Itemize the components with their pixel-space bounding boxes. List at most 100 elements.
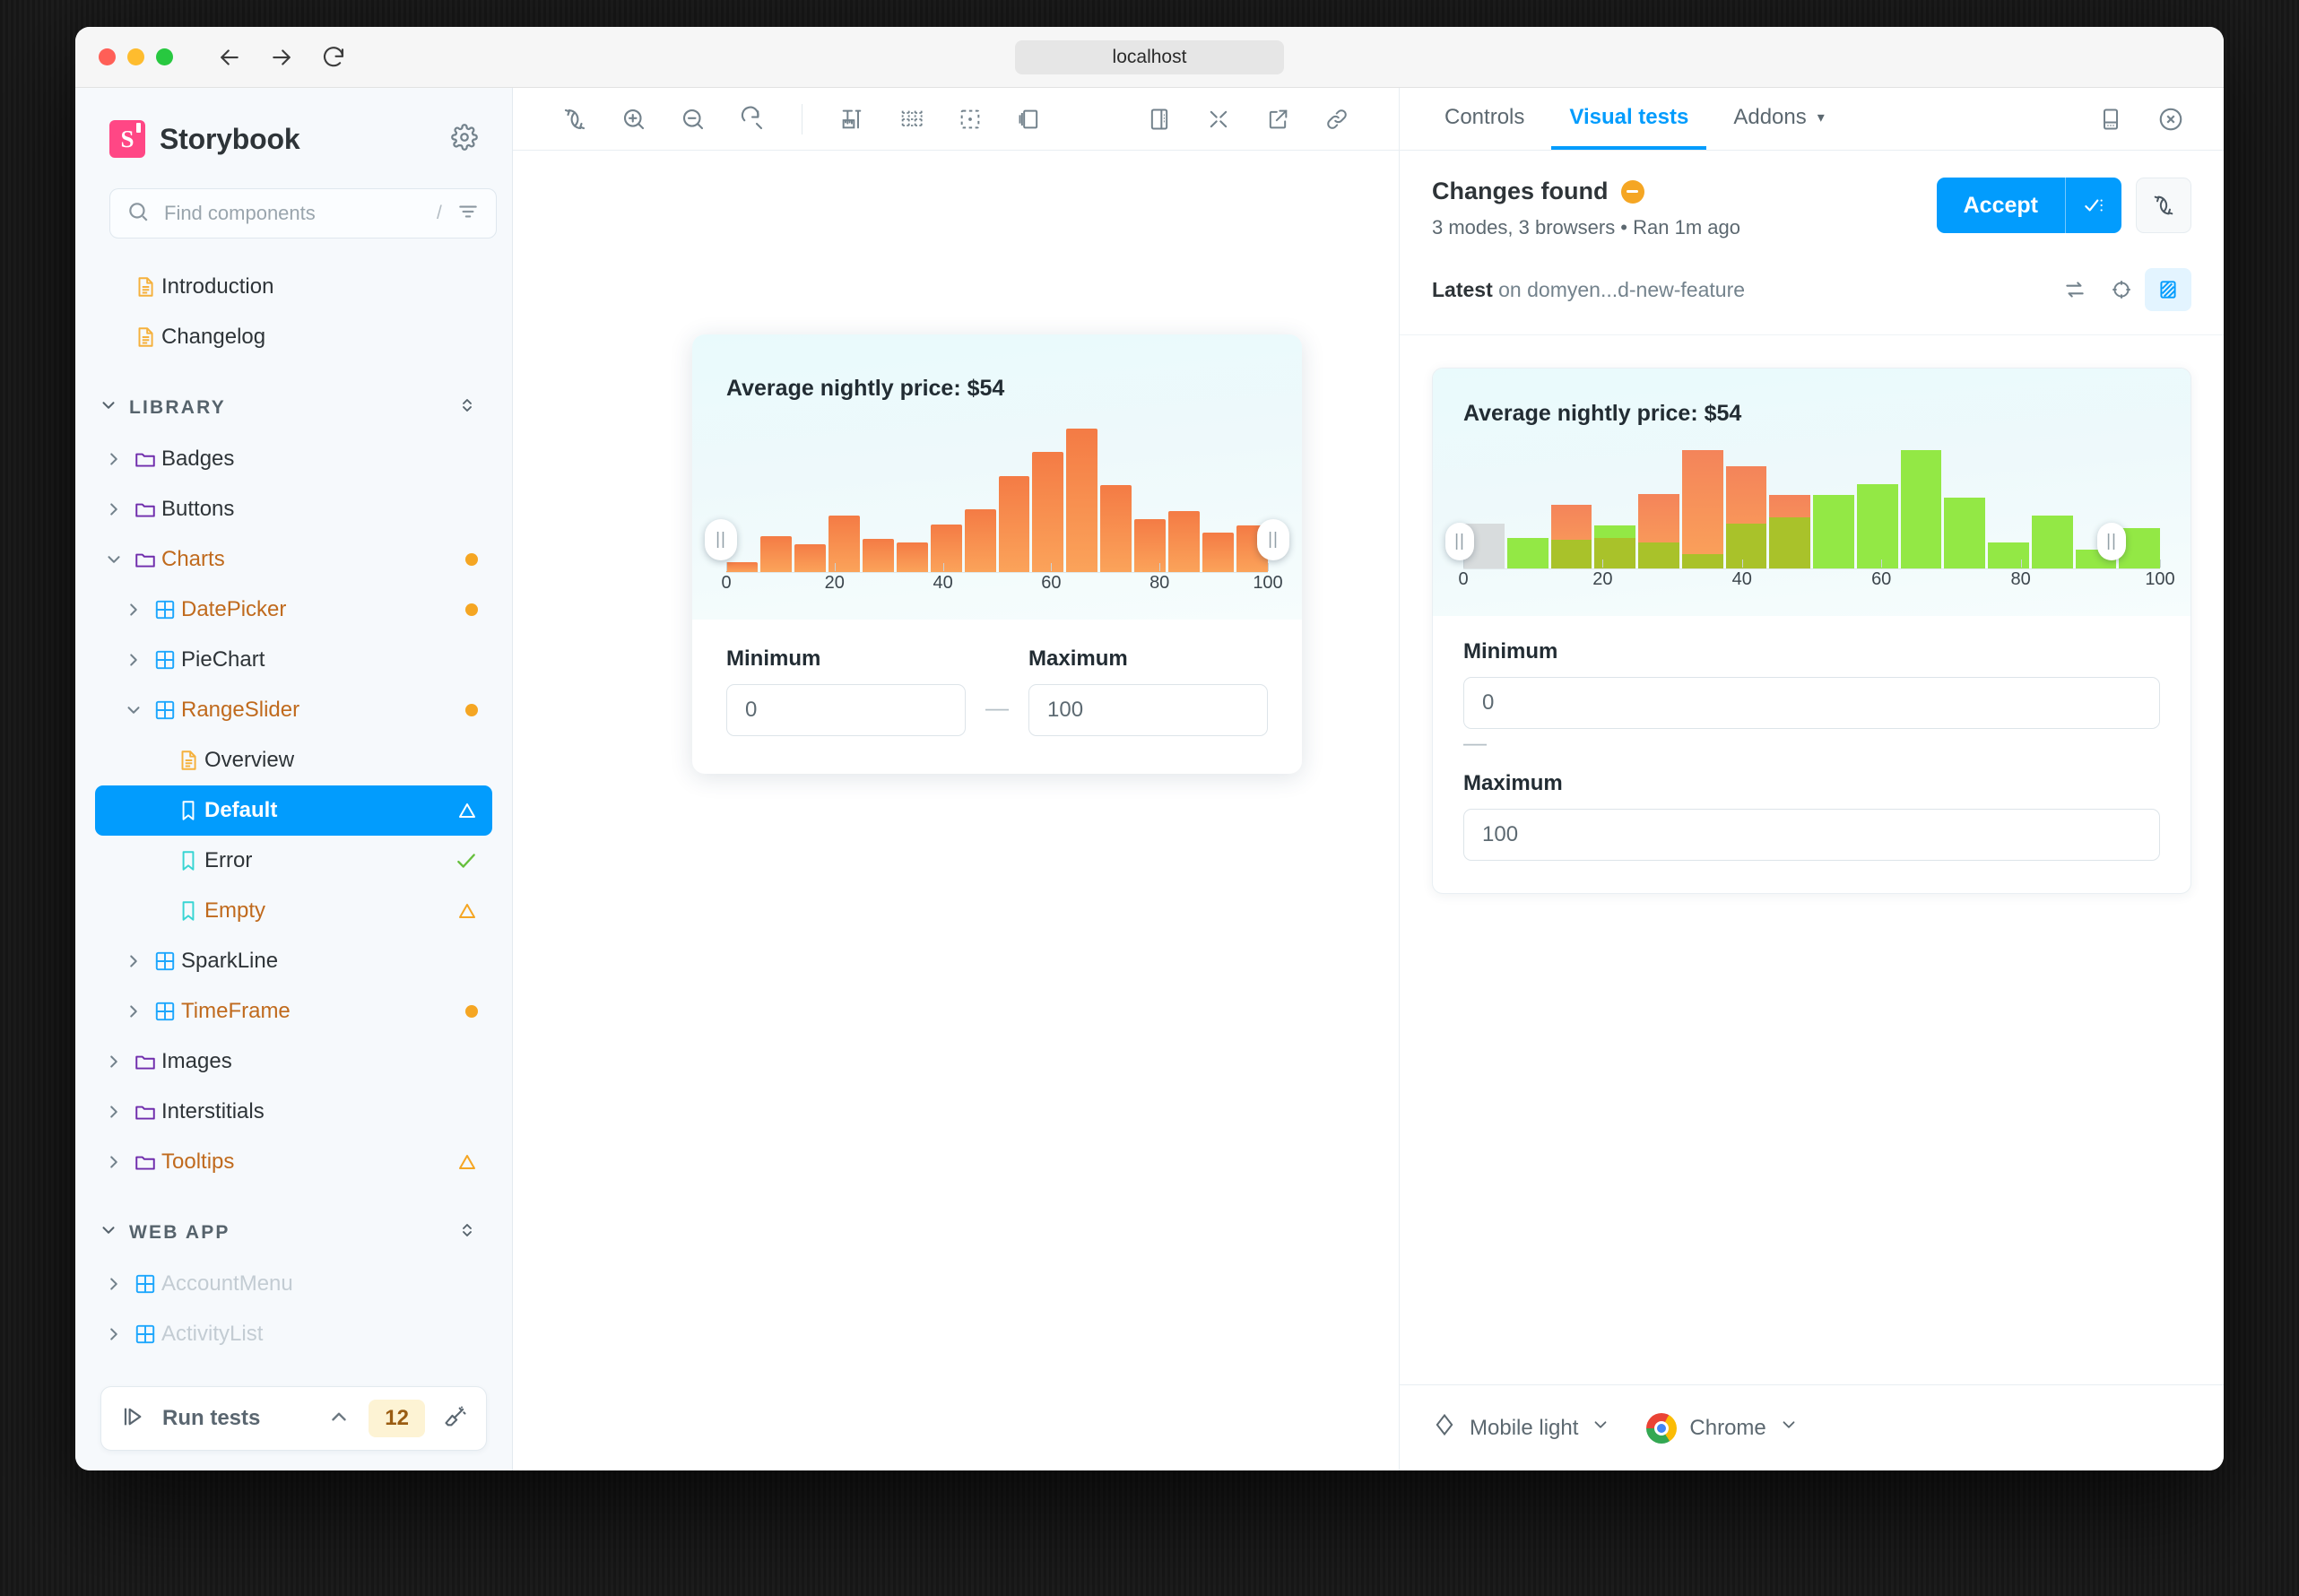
chevron-right-icon[interactable] [99,499,129,519]
sidebar-toggle-icon[interactable] [1130,96,1189,143]
chevron-right-icon[interactable] [99,1052,129,1071]
chevron-right-icon[interactable] [118,650,149,670]
chevron-down-icon[interactable] [118,700,149,720]
search-input[interactable] [164,202,422,225]
snapshot-range-knob-max[interactable]: || [2097,523,2126,560]
tree-item-default[interactable]: Default [95,785,492,836]
remount-icon[interactable] [545,96,604,143]
expand-collapse-icon[interactable] [456,1219,478,1246]
close-panel-icon[interactable] [2145,88,2197,150]
tree-item-accountmenu[interactable]: AccountMenu [95,1259,492,1309]
tree-item-error[interactable]: Error [95,836,492,886]
chevron-right-icon[interactable] [118,1002,149,1021]
chevron-right-icon[interactable] [99,1102,129,1122]
maximize-window-button[interactable] [156,48,173,65]
tree-item-datepicker[interactable]: DatePicker [95,585,492,635]
clear-icon[interactable] [443,1404,468,1434]
snapshot-card[interactable]: Average nightly price: $54 0 20 40 60 80 100 … [1432,368,2191,894]
range-knob-max[interactable]: || [1257,519,1289,560]
grid-icon[interactable] [881,96,941,143]
tree-item-activitylist[interactable]: ActivityList [95,1309,492,1359]
chevron-down-icon[interactable] [99,550,129,569]
fullscreen-icon[interactable] [1189,96,1248,143]
tree-item-buttons[interactable]: Buttons [95,484,492,534]
tab-controls[interactable]: Controls [1444,104,1525,129]
browser-selector[interactable]: Chrome [1646,1412,1799,1444]
snapshot-range-knob-min[interactable]: || [1445,523,1474,560]
chevron-down-icon [1779,1415,1799,1441]
range-knob-min[interactable]: || [705,519,737,560]
panel-position-icon[interactable] [2086,88,2136,150]
tree-item-label: DatePicker [181,597,287,621]
outline-icon[interactable] [941,96,1000,143]
swap-view-icon[interactable] [2052,268,2098,311]
doc-icon [172,749,204,772]
backgrounds-icon[interactable] [1000,96,1059,143]
rerun-tests-button[interactable] [2136,178,2191,233]
chevron-right-icon[interactable] [99,449,129,469]
back-icon[interactable] [216,44,243,71]
maximum-input[interactable] [1028,684,1268,736]
zoom-reset-icon[interactable] [723,96,782,143]
diff-bar-column [1769,450,1810,568]
preview-toolbar [513,88,1399,151]
chevron-right-icon[interactable] [118,951,149,971]
diff-bar-column [1638,450,1679,568]
storybook-brand[interactable]: S Storybook [109,120,300,158]
tab-addons[interactable]: Addons ▾ [1733,104,1825,129]
mode-selector[interactable]: Mobile light [1432,1412,1610,1444]
reload-icon[interactable] [320,44,347,71]
tree-item-label: Overview [204,748,295,772]
copy-link-icon[interactable] [1307,96,1366,143]
open-new-tab-icon[interactable] [1248,96,1307,143]
diff-bar-overlap [1681,554,1723,568]
tree-item-changelog[interactable]: Changelog [95,312,492,362]
section-header-library[interactable]: LIBRARY [95,382,492,434]
snapshot-maximum-input[interactable] [1463,809,2160,861]
focus-view-icon[interactable] [2098,268,2145,311]
chevron-right-icon[interactable] [99,1152,129,1172]
tree-item-charts[interactable]: Charts [95,534,492,585]
chevron-right-icon[interactable] [99,1324,129,1344]
zoom-in-icon[interactable] [604,96,664,143]
tree-item-tooltips[interactable]: Tooltips [95,1137,492,1187]
forward-icon[interactable] [268,44,295,71]
minimum-input[interactable] [726,684,966,736]
window-controls[interactable] [99,48,173,65]
tree-item-piechart[interactable]: PieChart [95,635,492,685]
tree-item-timeframe[interactable]: TimeFrame [95,986,492,1037]
chevron-right-icon[interactable] [99,1274,129,1294]
chevron-right-icon[interactable] [118,600,149,620]
tree-item-interstitials[interactable]: Interstitials [95,1087,492,1137]
browser-nav[interactable] [216,44,347,71]
diff-view-icon[interactable] [2145,268,2191,311]
filter-icon[interactable] [456,200,480,228]
run-tests-bar[interactable]: Run tests 12 [100,1386,487,1451]
tree-item-label: Badges [161,447,235,471]
measure-icon[interactable] [822,96,881,143]
tree-item-badges[interactable]: Badges [95,434,492,484]
tree-item-images[interactable]: Images [95,1037,492,1087]
tree-item-sparkline[interactable]: SparkLine [95,936,492,986]
expand-collapse-icon[interactable] [456,395,478,421]
tree-item-label: PieChart [181,647,265,672]
minimize-window-button[interactable] [127,48,144,65]
accept-options-icon[interactable] [2066,178,2121,233]
close-window-button[interactable] [99,48,116,65]
address-bar[interactable]: localhost [1015,39,1284,74]
search-box[interactable]: / [109,188,497,239]
play-icon[interactable] [119,1404,144,1434]
status-warning-icon [459,803,475,818]
gear-icon[interactable] [451,123,478,155]
accept-button[interactable]: Accept [1936,178,2121,233]
tree-item-rangeslider[interactable]: RangeSlider [95,685,492,735]
snapshot-minimum-input[interactable] [1463,677,2160,729]
chevron-up-icon[interactable] [327,1405,351,1433]
snapshot-area: Average nightly price: $54 0 20 40 60 80 100 … [1400,335,2224,1384]
tab-visual-tests[interactable]: Visual tests [1551,88,1707,150]
section-header-webapp[interactable]: WEB APP [95,1207,492,1259]
zoom-out-icon[interactable] [664,96,723,143]
tree-item-empty[interactable]: Empty [95,886,492,936]
tree-item-overview[interactable]: Overview [95,735,492,785]
tree-item-introduction[interactable]: Introduction [95,262,492,312]
